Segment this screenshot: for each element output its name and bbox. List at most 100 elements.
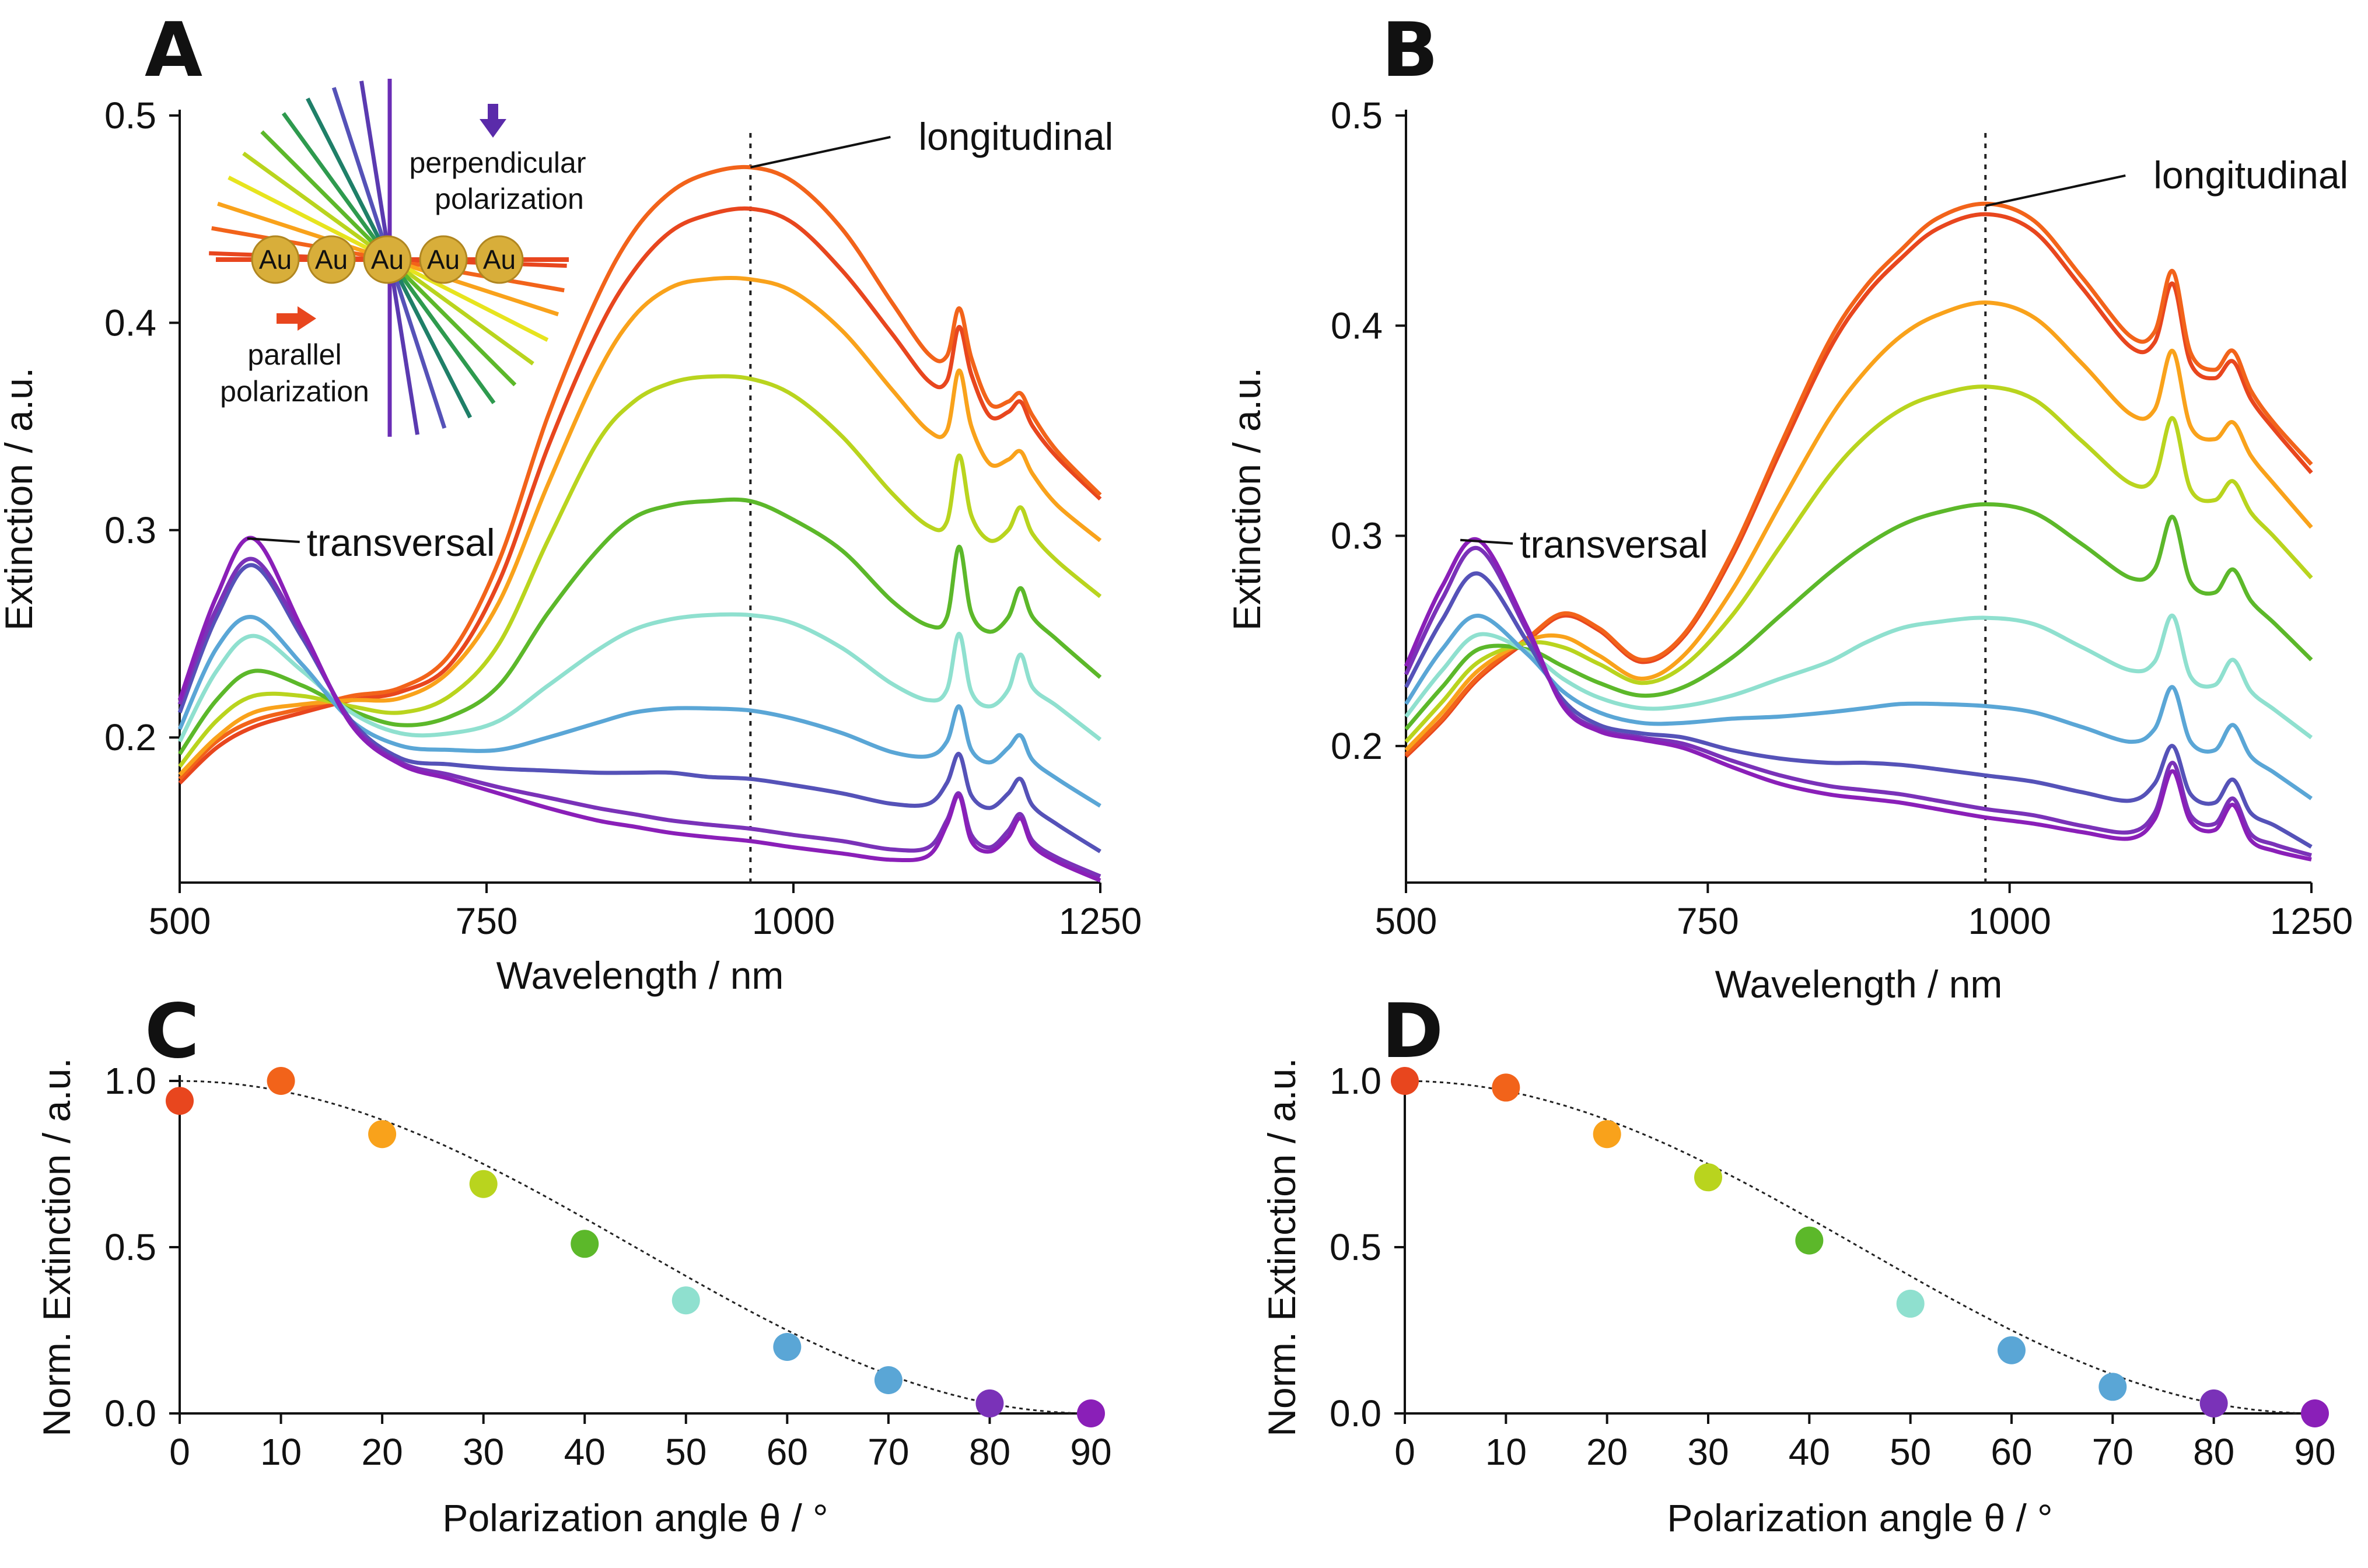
y-axis-label: Norm. Extinction / a.u. xyxy=(1260,1058,1303,1436)
perpendicular-arrow-icon xyxy=(488,104,498,120)
x-tick-label: 10 xyxy=(260,1431,302,1473)
perpendicular-label-line2: polarization xyxy=(435,183,584,215)
y-tick-label: 0.4 xyxy=(1331,304,1383,346)
x-tick-label: 70 xyxy=(2092,1431,2133,1473)
series-line-50deg xyxy=(177,612,1102,743)
au-label: Au xyxy=(371,244,404,275)
panel-letter: D xyxy=(1381,988,1443,1075)
data-point xyxy=(368,1120,397,1149)
au-particle xyxy=(475,235,524,284)
x-tick-label: 40 xyxy=(564,1431,606,1473)
x-tick-label: 1000 xyxy=(752,900,835,942)
data-point xyxy=(166,1087,194,1115)
au-label: Au xyxy=(427,244,460,275)
perpendicular-arrow-head-icon xyxy=(480,119,506,138)
annotation-longitudinal: longitudinal xyxy=(2153,153,2348,197)
x-tick-label: 60 xyxy=(767,1431,808,1473)
parallel-label-line1: parallel xyxy=(247,338,341,371)
au-label: Au xyxy=(483,244,516,275)
y-axis-label: Extinction / a.u. xyxy=(0,368,40,631)
data-point xyxy=(2098,1373,2127,1401)
au-particle xyxy=(363,235,412,284)
y-tick-label: 0.5 xyxy=(1331,94,1383,136)
series-line-50deg xyxy=(1404,614,2313,740)
panel-letter: B xyxy=(1381,7,1439,94)
series-line-60deg xyxy=(177,615,1101,808)
x-tick-label: 30 xyxy=(1687,1431,1729,1473)
x-tick-label: 1250 xyxy=(1059,900,1142,942)
data-point xyxy=(671,1286,700,1315)
annotation-transversal: transversal xyxy=(1520,523,1708,566)
data-point xyxy=(2301,1399,2329,1427)
x-tick-label: 750 xyxy=(1677,900,1739,942)
parallel-label-line2: polarization xyxy=(220,375,369,408)
inset-diagram: Au Au Au Au Au perpendicular polarization paral… xyxy=(209,79,586,437)
panel-d: 0 10 20 30 40 50 60 70 80 90 0.0 0.5 1.0 Polarization… xyxy=(1260,988,2336,1539)
series-line-20deg xyxy=(178,276,1102,776)
x-tick-label: 70 xyxy=(868,1431,909,1473)
x-tick-label: 80 xyxy=(2193,1431,2234,1473)
x-tick-label: 10 xyxy=(1485,1431,1527,1473)
annotation-longitudinal: longitudinal xyxy=(918,115,1113,158)
x-tick-label: 0 xyxy=(1394,1431,1415,1473)
parallel-arrow-icon xyxy=(277,313,299,324)
y-tick-label: 0.0 xyxy=(104,1392,156,1434)
au-label: Au xyxy=(259,244,292,275)
y-tick-label: 0.3 xyxy=(104,509,156,551)
data-point xyxy=(1391,1067,1419,1095)
data-point xyxy=(874,1366,903,1394)
x-tick-label: 40 xyxy=(1789,1431,1830,1473)
series-line-90deg xyxy=(1404,537,2312,862)
annotation-leader xyxy=(247,537,300,544)
x-tick-label: 1000 xyxy=(1968,900,2051,942)
series-line-30deg xyxy=(1404,384,2313,743)
x-tick-label: 750 xyxy=(456,900,518,942)
au-particle xyxy=(251,235,300,284)
au-particle xyxy=(419,235,468,284)
series-line-10deg xyxy=(178,164,1102,780)
data-point xyxy=(267,1067,295,1095)
data-point xyxy=(2199,1389,2228,1418)
annotation-leader xyxy=(1460,538,1513,545)
annotation-transversal: transversal xyxy=(307,521,495,564)
x-tick-label: 50 xyxy=(665,1431,706,1473)
parallel-arrow-head-icon xyxy=(298,306,316,331)
series-line-10deg xyxy=(1404,201,2313,756)
data-point xyxy=(1795,1226,1824,1255)
y-tick-label: 0.5 xyxy=(104,1226,156,1268)
series-line-20deg xyxy=(1404,300,2313,752)
y-tick-label: 1.0 xyxy=(104,1060,156,1102)
perpendicular-label-line1: perpendicular xyxy=(410,146,586,179)
panel-c: 0 10 20 30 40 50 60 70 80 90 0.0 0.5 1.0 Polarization… xyxy=(35,988,1112,1539)
y-tick-label: 0.2 xyxy=(1331,725,1383,767)
data-point xyxy=(469,1170,498,1198)
fit-curve xyxy=(1404,1080,2315,1415)
series-line-30deg xyxy=(178,374,1102,768)
y-tick-label: 0.5 xyxy=(104,94,156,136)
x-tick-label: 1250 xyxy=(2270,900,2353,942)
annotation-leader xyxy=(750,135,891,169)
x-tick-label: 20 xyxy=(362,1431,403,1473)
y-tick-label: 0.2 xyxy=(104,716,156,758)
panel-letter: A xyxy=(145,7,202,94)
y-axis-label: Norm. Extinction / a.u. xyxy=(35,1058,78,1436)
x-axis-label: Wavelength / nm xyxy=(496,954,784,997)
series-line-80deg xyxy=(1404,545,2312,858)
fit-curve xyxy=(179,1080,1092,1415)
x-tick-label: 500 xyxy=(1375,900,1437,942)
annotation-leader xyxy=(1985,174,2126,207)
y-tick-label: 0.4 xyxy=(104,302,156,344)
data-point xyxy=(975,1389,1004,1418)
series-line-0deg xyxy=(178,206,1102,785)
x-axis-label: Polarization angle θ / ° xyxy=(1667,1496,2052,1539)
x-tick-label: 90 xyxy=(1070,1431,1111,1473)
data-point xyxy=(1492,1073,1520,1102)
x-tick-label: 50 xyxy=(1890,1431,1931,1473)
au-label: Au xyxy=(315,244,348,275)
au-particle xyxy=(307,235,356,284)
data-point xyxy=(1694,1163,1722,1192)
series-line-60deg xyxy=(1404,614,2313,800)
y-tick-label: 1.0 xyxy=(1330,1060,1381,1102)
x-tick-label: 80 xyxy=(969,1431,1010,1473)
